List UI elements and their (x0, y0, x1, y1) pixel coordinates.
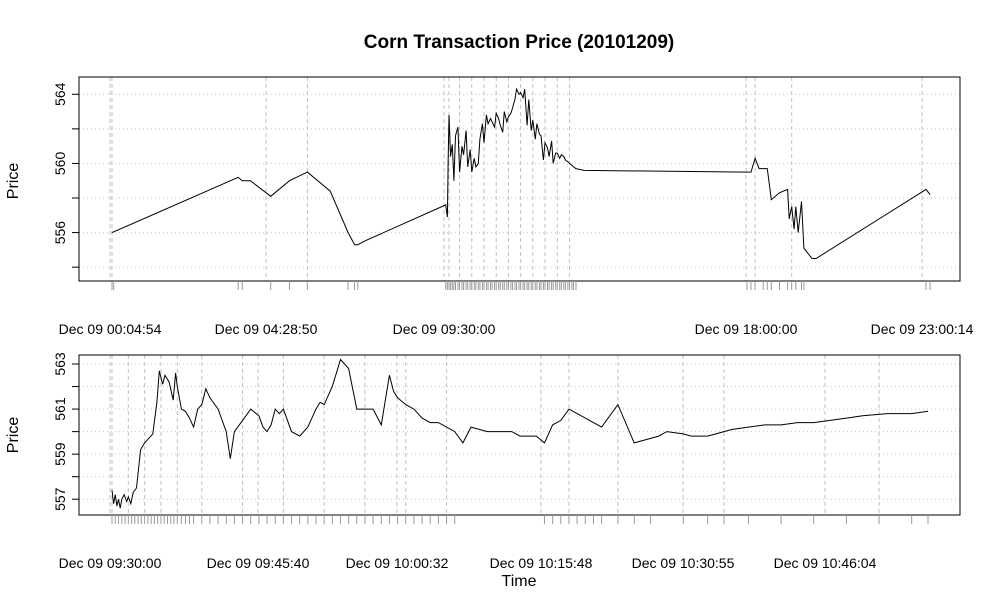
bottom-y-tick-label: 561 (52, 397, 68, 421)
panel-top: Price 556 560 564 Dec 09 00:04:54 Dec 09 04:… (5, 76, 974, 337)
top-x-tick-label: Dec 09 23:00:14 (871, 321, 974, 337)
bottom-x-tick-label: Dec 09 09:45:40 (207, 555, 310, 571)
bottom-x-tick-label: Dec 09 10:46:04 (774, 555, 877, 571)
top-plot-frame (78, 76, 961, 282)
top-price-series-line (111, 87, 931, 259)
top-x-tick-label: Dec 09 18:00:00 (695, 321, 798, 337)
bottom-y-tick-label: 559 (52, 442, 68, 466)
top-y-tick-label: 560 (52, 152, 68, 176)
chart-title: Corn Transaction Price (20101209) (364, 32, 674, 53)
top-x-tick-label: Dec 09 04:28:50 (215, 321, 318, 337)
bottom-y-axis-label: Price (5, 417, 22, 454)
top-x-tick-label: Dec 09 09:30:00 (393, 321, 496, 337)
bottom-x-axis-label: Time (502, 573, 537, 590)
bottom-y-tick-label: 563 (52, 352, 68, 376)
top-y-tick-label: 564 (52, 82, 68, 106)
top-x-tick-label: Dec 09 00:04:54 (59, 321, 162, 337)
bottom-x-tick-label: Dec 09 09:30:00 (59, 555, 162, 571)
bottom-price-series-line (111, 358, 929, 509)
bottom-x-tick-label: Dec 09 10:00:32 (346, 555, 449, 571)
panel-bottom: Price Time 557 559 561 563 Dec 09 09:30:00 De… (5, 352, 961, 590)
bottom-x-tick-label: Dec 09 10:15:48 (490, 555, 593, 571)
top-y-tick-label: 556 (52, 221, 68, 245)
bottom-plot-frame (78, 354, 961, 516)
bottom-y-tick-label: 557 (52, 487, 68, 511)
top-y-axis-label: Price (5, 163, 22, 200)
bottom-x-tick-label: Dec 09 10:30:55 (632, 555, 735, 571)
